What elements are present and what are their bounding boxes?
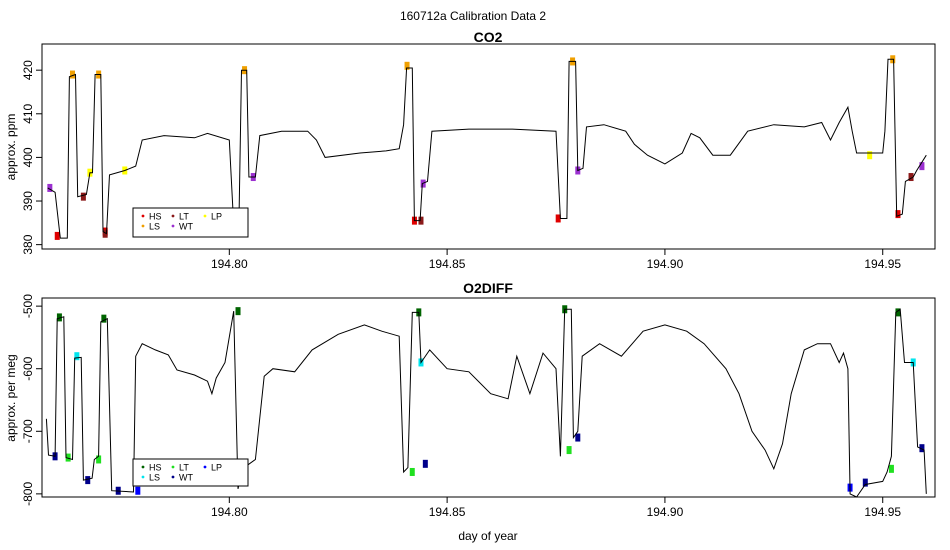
co2-legend-label-lp: LP <box>211 212 222 222</box>
figure-title: 160712a Calibration Data 2 <box>400 9 546 23</box>
co2-legend-label-wt: WT <box>179 222 193 232</box>
o2diff-wt-segment-5 <box>862 478 868 487</box>
co2-y-tick-label-2: 400 <box>21 147 35 167</box>
o2diff-hs-segment-5 <box>895 308 901 317</box>
co2-x-tick-label-3: 194.90 <box>647 257 684 271</box>
co2-lt-segment-1 <box>102 229 108 238</box>
co2-lt-segment-3 <box>908 173 914 182</box>
o2diff-y-tick-label-0: -800 <box>21 482 35 506</box>
o2diff-legend-marker-lt <box>171 465 175 469</box>
o2diff-lt-segment-4 <box>566 446 572 455</box>
co2-y-axis-label: approx. ppm <box>4 114 18 181</box>
o2diff-wt-segment-4 <box>575 433 581 442</box>
o2diff-lt-segment-3 <box>409 467 415 476</box>
o2diff-hs-segment-1 <box>101 314 107 323</box>
o2diff-y-tick-label-1: -700 <box>21 419 35 443</box>
co2-legend-marker-wt <box>171 224 175 228</box>
co2-legend-marker-lt <box>171 214 175 218</box>
o2diff-y-tick-label-3: -500 <box>21 294 35 318</box>
co2-hs-segment-5 <box>895 210 901 219</box>
co2-x-tick-label-1: 194.80 <box>211 257 248 271</box>
co2-y-tick-label-1: 390 <box>21 191 35 211</box>
o2diff-wt-segment-1 <box>85 476 91 485</box>
o2diff-lt-segment-0 <box>65 453 71 462</box>
o2diff-lt-segment-5 <box>888 464 894 473</box>
o2diff-x-tick-label-4: 194.95 <box>864 505 901 519</box>
co2-legend-marker-hs <box>141 214 145 218</box>
co2-x-tick-label-4: 194.95 <box>864 257 901 271</box>
x-axis-label: day of year <box>458 529 517 543</box>
co2-lt-segment-2 <box>418 216 424 225</box>
co2-panel: CO2 approx. ppm 194.80 194.85 194.90 194.95… <box>4 29 936 271</box>
o2diff-y-tick-label-2: -600 <box>21 356 35 380</box>
co2-hs-segment-4 <box>555 214 561 223</box>
co2-plot-frame <box>41 43 936 250</box>
o2diff-hs-segment-0 <box>56 313 62 322</box>
o2diff-legend-label-lp: LP <box>211 463 222 473</box>
o2diff-lt-segment-1 <box>96 455 102 464</box>
co2-ls-segment-3 <box>404 61 410 70</box>
o2diff-legend-label-wt: WT <box>179 473 193 483</box>
o2diff-legend-marker-lp <box>203 465 207 469</box>
co2-hs-segment-0 <box>54 231 60 240</box>
co2-y-tick-label-4: 420 <box>21 60 35 80</box>
o2diff-x-tick-label-3: 194.90 <box>647 505 684 519</box>
o2diff-wt-segment-6 <box>919 444 925 453</box>
co2-lp-segment-2 <box>867 151 873 160</box>
o2diff-wt-segment-3 <box>422 459 428 468</box>
o2diff-legend-box <box>132 458 249 487</box>
o2diff-y-axis-label: approx. per meg <box>4 354 18 441</box>
co2-y-tick-label-3: 410 <box>21 103 35 123</box>
o2diff-legend-marker-ls <box>141 475 145 479</box>
co2-panel-title: CO2 <box>474 29 503 45</box>
o2diff-hs-segment-2 <box>235 307 241 316</box>
co2-legend-marker-ls <box>141 224 145 228</box>
o2diff-x-tick-label-1: 194.80 <box>211 505 248 519</box>
co2-legend-label-ls: LS <box>149 222 160 232</box>
o2diff-legend-label-lt: LT <box>179 463 189 473</box>
o2diff-lp-segment-0 <box>135 486 141 495</box>
co2-lt-segment-0 <box>80 192 86 201</box>
co2-y-tick-label-0: 380 <box>21 234 35 254</box>
o2diff-panel: O2DIFF approx. per meg 194.80 194.85 194.9… <box>4 280 936 519</box>
co2-legend-label-lt: LT <box>179 212 189 222</box>
o2diff-plot-frame <box>41 297 936 498</box>
co2-x-tick-label-2: 194.85 <box>429 257 466 271</box>
o2diff-legend-marker-hs <box>141 465 145 469</box>
co2-legend-label-hs: HS <box>149 212 162 222</box>
o2diff-x-tick-label-2: 194.85 <box>429 505 466 519</box>
co2-trace-line <box>47 58 927 239</box>
co2-ls-segment-0 <box>69 70 75 79</box>
co2-wt-segment-0 <box>47 183 53 192</box>
o2diff-trace-line <box>45 308 927 498</box>
co2-legend-marker-lp <box>203 214 207 218</box>
o2diff-legend-marker-wt <box>171 475 175 479</box>
o2diff-legend-label-hs: HS <box>149 463 162 473</box>
o2diff-ls-segment-0 <box>74 352 80 361</box>
o2diff-panel-title: O2DIFF <box>463 280 513 296</box>
co2-legend-box <box>132 207 249 238</box>
o2diff-legend-label-ls: LS <box>149 473 160 483</box>
co2-wt-segment-4 <box>919 162 925 171</box>
